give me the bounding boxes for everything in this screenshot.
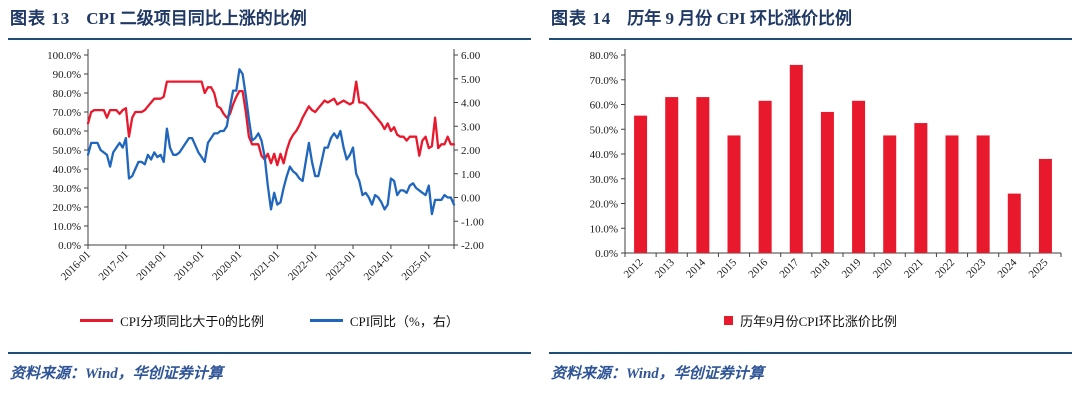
- bar-2021: [914, 123, 928, 253]
- left-y-tick-label: 10.0%: [53, 221, 81, 233]
- left-y-tick-label: 80.0%: [53, 88, 81, 100]
- bar-2018: [820, 111, 834, 253]
- x-tick-label: 2018: [809, 256, 833, 280]
- x-tick-label: 2019: [840, 256, 864, 280]
- x-tick-label: 2016: [746, 256, 770, 280]
- x-tick-label: 2025-01: [399, 249, 433, 283]
- figure-14-panel: 图表 14 历年 9 月份 CPI 环比涨价比例 0.0% 10.0% 20.0% 30…: [549, 0, 1072, 383]
- x-tick-label: 2016-01: [59, 249, 93, 283]
- red-line-swatch: [80, 318, 114, 322]
- left-y-tick-label: 60.0%: [53, 126, 81, 138]
- report-figures-row: 图表 13 CPI 二级项目同比上涨的比例 0.0% 10.0% 20.0% 30.0%…: [8, 0, 1072, 383]
- left-y-tick-label: 100.0%: [47, 50, 81, 62]
- figure-13-title-rule: [8, 38, 531, 40]
- x-tick-label: 2022-01: [286, 249, 320, 283]
- left-y-tick-label: 90.0%: [53, 69, 81, 81]
- right-y-tick-label: 1.00: [461, 169, 481, 181]
- x-tick-label: 2021: [902, 257, 926, 281]
- x-tick-label: 2017-01: [97, 249, 131, 283]
- left-y-tick-label: 50.0%: [53, 145, 81, 157]
- legend-item-red-bar: 历年9月份CPI环比涨价比例: [724, 311, 897, 330]
- bar-2020: [883, 135, 897, 253]
- figure-14-title-text: 历年 9 月份 CPI 环比涨价比例: [627, 9, 853, 28]
- x-tick-label: 2015: [715, 256, 739, 280]
- left-y-tick-label: 30.0%: [53, 183, 81, 195]
- bar-2014: [696, 97, 710, 253]
- line-chart-svg: 0.0% 10.0% 20.0% 30.0% 40.0% 50.0% 60.0% 70.0% 8…: [47, 49, 484, 283]
- x-tick-label: 2018-01: [134, 249, 168, 283]
- bar-2016: [758, 100, 772, 253]
- y-tick-label: 30.0%: [590, 174, 618, 186]
- legend-item-red-line: CPI分项同比大于0的比例: [80, 311, 264, 330]
- right-y-tick-label: 3.00: [461, 121, 481, 133]
- figure-14-title: 图表 14 历年 9 月份 CPI 环比涨价比例: [549, 0, 1072, 38]
- figure-13-title: 图表 13 CPI 二级项目同比上涨的比例: [8, 0, 531, 38]
- bar-2022: [945, 135, 959, 253]
- bar-2013: [665, 97, 679, 253]
- y-tick-label: 10.0%: [590, 223, 618, 235]
- x-tick-label: 2019-01: [172, 249, 206, 283]
- x-tick-label: 2025: [1027, 256, 1051, 280]
- y-tick-label: 60.0%: [590, 100, 618, 112]
- bar-2023: [976, 135, 990, 253]
- bar-2024: [1007, 193, 1021, 253]
- red-bar-swatch: [724, 315, 734, 325]
- legend-item-blue-line: CPI同比（%，右）: [309, 311, 459, 330]
- right-y-tick-label: 2.00: [461, 145, 481, 157]
- bar-2012: [634, 115, 648, 253]
- figure-13-title-prefix: 图表 13: [10, 9, 71, 28]
- bar-2017: [789, 64, 803, 254]
- bar-2025: [1038, 158, 1052, 253]
- figure-14-title-rule: [549, 38, 1072, 40]
- x-tick-label: 2014: [684, 256, 708, 280]
- right-y-tick-label: 5.00: [461, 74, 481, 86]
- x-tick-label: 2024: [995, 256, 1019, 280]
- blue-line-label: CPI同比（%，右）: [349, 313, 459, 329]
- left-y-tick-label: 20.0%: [53, 202, 81, 214]
- y-tick-label: 50.0%: [590, 124, 618, 136]
- x-tick-label: 2022: [933, 257, 957, 281]
- red-bar-label: 历年9月份CPI环比涨价比例: [740, 313, 897, 329]
- figure-14-legend: 历年9月份CPI环比涨价比例: [549, 308, 1072, 332]
- figure-13-legend: CPI分项同比大于0的比例 CPI同比（%，右）: [8, 308, 531, 332]
- figure-13-title-text: CPI 二级项目同比上涨的比例: [86, 9, 307, 28]
- series-line-blue: [86, 68, 456, 216]
- blue-line-swatch: [309, 318, 343, 322]
- series-line-red: [86, 80, 456, 167]
- right-y-tick-label: -1.00: [461, 216, 484, 228]
- figure-14-source: 资料来源：Wind，华创证券计算: [551, 366, 764, 382]
- x-tick-label: 2020: [871, 256, 895, 280]
- y-tick-label: 70.0%: [590, 75, 618, 87]
- x-tick-label: 2024-01: [362, 249, 396, 283]
- figure-13-source: 资料来源：Wind，华创证券计算: [10, 366, 223, 382]
- x-tick-label: 2012: [622, 257, 646, 281]
- x-tick-label: 2021-01: [248, 249, 282, 283]
- x-tick-label: 2023-01: [324, 249, 358, 283]
- y-tick-label: 40.0%: [590, 149, 618, 161]
- right-y-tick-label: 0.00: [461, 193, 481, 205]
- right-y-tick-label: -2.00: [461, 240, 484, 252]
- red-line-label: CPI分项同比大于0的比例: [120, 313, 264, 329]
- figure-14-bottom-rule: [549, 352, 1072, 354]
- y-tick-label: 0.0%: [595, 248, 618, 260]
- bar-2015: [727, 135, 741, 253]
- y-tick-label: 20.0%: [590, 199, 618, 211]
- right-y-tick-label: 6.00: [461, 50, 481, 62]
- left-y-tick-label: 40.0%: [53, 164, 81, 176]
- figure-14-title-prefix: 图表 14: [551, 9, 612, 28]
- x-tick-label: 2020-01: [210, 249, 244, 283]
- bar-2019: [852, 100, 866, 253]
- figure-13-bottom-rule: [8, 352, 531, 354]
- right-y-tick-label: 4.00: [461, 98, 481, 110]
- x-tick-label: 2023: [964, 256, 988, 280]
- y-tick-label: 80.0%: [590, 50, 618, 62]
- x-tick-label: 2013: [653, 256, 677, 280]
- x-tick-label: 2017: [777, 256, 801, 280]
- bar-chart-svg: 0.0% 10.0% 20.0% 30.0% 40.0% 50.0% 60.0% 70.0% 8…: [590, 49, 1062, 281]
- left-y-tick-label: 70.0%: [53, 107, 81, 119]
- figure-13-panel: 图表 13 CPI 二级项目同比上涨的比例 0.0% 10.0% 20.0% 30.0%…: [8, 0, 531, 383]
- left-y-tick-label: 0.0%: [58, 240, 81, 252]
